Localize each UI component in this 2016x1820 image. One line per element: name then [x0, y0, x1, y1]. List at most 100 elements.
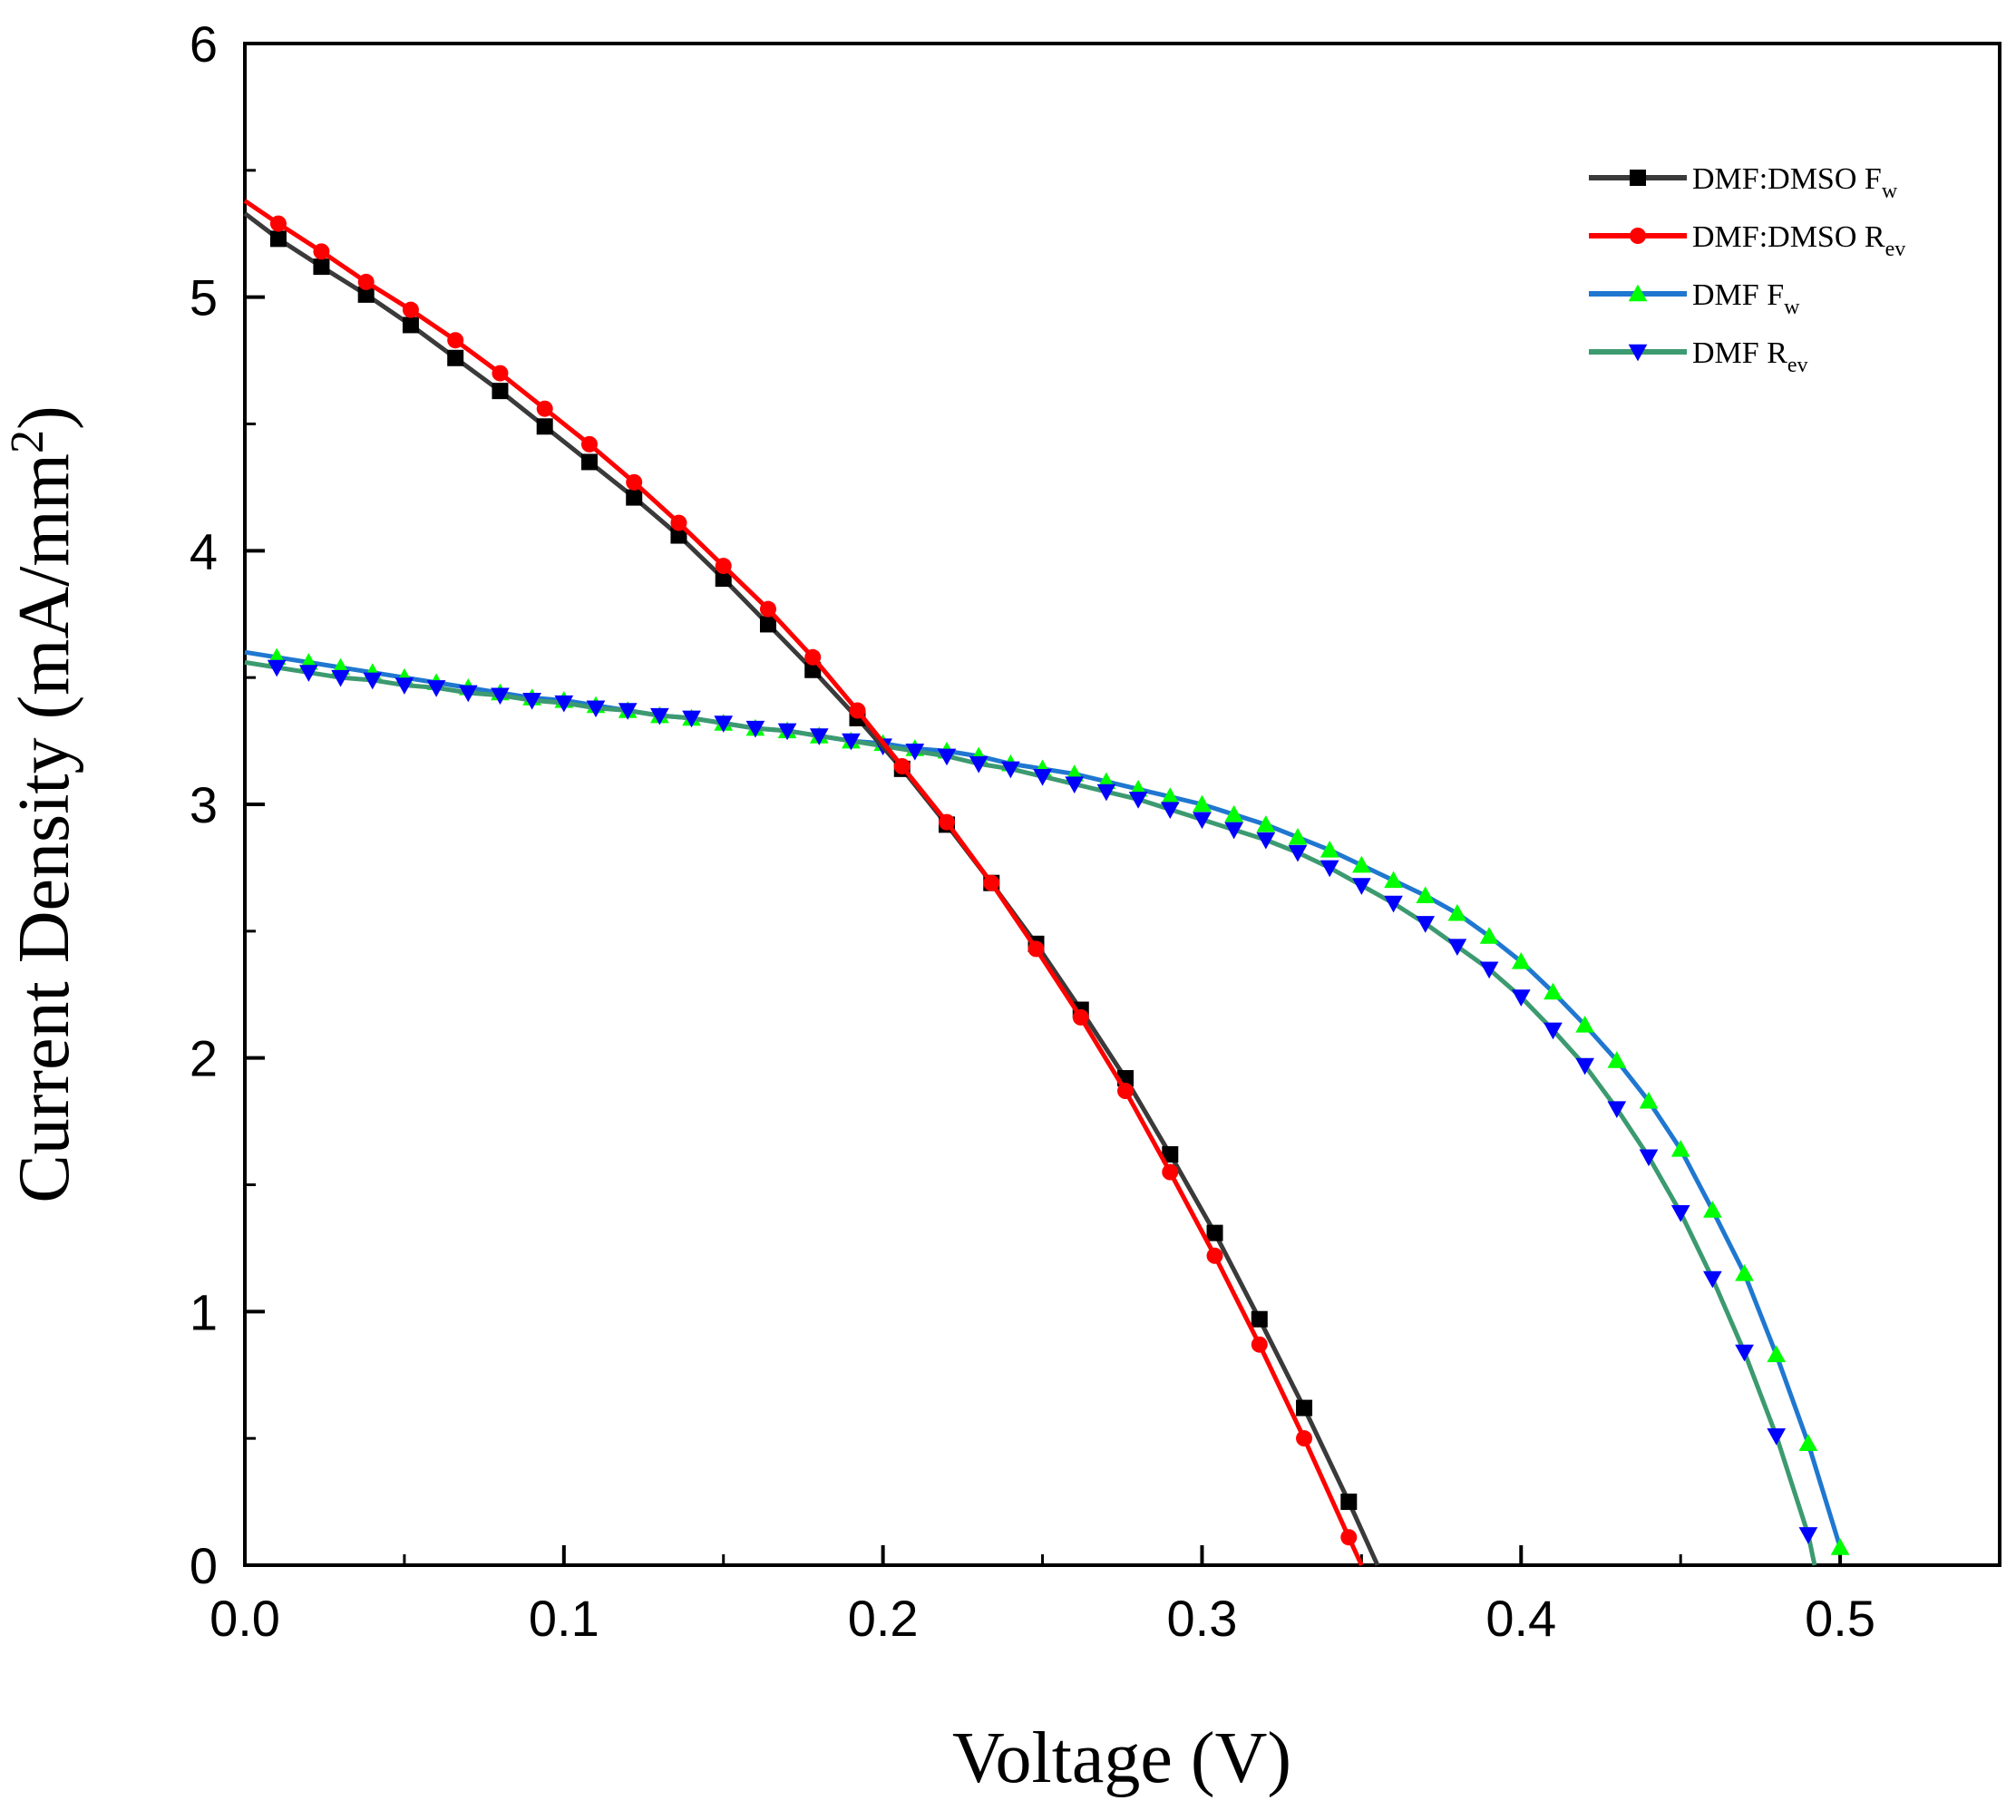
data-point	[1162, 1163, 1179, 1181]
data-point	[402, 301, 419, 318]
data-point	[1607, 1101, 1627, 1118]
data-point	[1479, 961, 1499, 979]
data-point	[458, 685, 478, 703]
data-point	[1352, 855, 1371, 873]
y-tick-label: 0	[190, 1537, 218, 1594]
data-point	[1544, 1022, 1563, 1040]
data-point	[1735, 1344, 1754, 1362]
data-point	[670, 514, 687, 531]
data-point	[1117, 1083, 1135, 1100]
data-point	[626, 489, 643, 506]
data-point	[1065, 776, 1085, 793]
data-point	[1447, 939, 1467, 956]
y-tick-label: 2	[190, 1030, 218, 1087]
data-point	[1251, 1310, 1268, 1328]
data-point	[299, 665, 318, 682]
data-point	[969, 755, 989, 774]
data-point	[1798, 1434, 1818, 1452]
data-point	[939, 813, 955, 831]
y-axis: 0 1 2 3 4 5 6	[190, 15, 265, 1594]
data-point	[715, 558, 732, 575]
data-point	[1033, 768, 1052, 786]
data-point	[1639, 1091, 1659, 1109]
data-point	[357, 286, 375, 303]
legend-entry: DMF:DMSO Fw	[1589, 162, 1898, 203]
data-point	[1096, 783, 1116, 802]
data-point	[1670, 1204, 1690, 1222]
data-point	[536, 400, 553, 417]
data-point	[1670, 1139, 1690, 1157]
legend-label-main: DMF:DMSO F	[1692, 162, 1882, 196]
legend-label-subscript: ev	[1787, 354, 1808, 377]
y-axis-title-close: )	[5, 405, 84, 430]
data-point	[1703, 1201, 1722, 1218]
data-point	[580, 435, 598, 453]
data-point	[447, 332, 464, 349]
legend-label: DMF:DMSO Fw	[1692, 162, 1898, 203]
y-tick-label: 1	[190, 1283, 218, 1340]
data-point	[937, 748, 957, 766]
data-point	[313, 243, 330, 260]
data-point	[1296, 1399, 1313, 1416]
data-point	[777, 723, 797, 741]
data-point	[492, 365, 509, 382]
legend-marker	[1628, 284, 1648, 302]
data-point	[1256, 832, 1276, 850]
data-point	[842, 733, 861, 751]
data-point	[804, 648, 822, 666]
data-point	[809, 728, 829, 745]
data-point	[1027, 940, 1045, 958]
x-tick-label: 0.4	[1485, 1590, 1556, 1647]
data-point	[1251, 1336, 1268, 1353]
data-point	[1352, 878, 1371, 895]
series-line	[243, 199, 1364, 1567]
data-point	[447, 349, 464, 366]
legend-label-main: DMF R	[1692, 336, 1787, 370]
data-point	[313, 258, 330, 276]
x-tick-label: 0.5	[1805, 1590, 1875, 1647]
data-point	[357, 273, 375, 290]
data-point	[363, 672, 383, 690]
legend-marker	[1630, 170, 1646, 186]
data-point	[1384, 871, 1403, 889]
data-point	[759, 600, 776, 618]
legend-label: DMF Rev	[1692, 336, 1808, 377]
data-point	[1160, 787, 1180, 804]
series-line	[244, 659, 1817, 1566]
data-point	[1224, 804, 1243, 822]
x-tick-label: 0.2	[848, 1590, 919, 1647]
legend-entry: DMF Fw	[1589, 278, 1800, 319]
data-point	[759, 616, 776, 633]
legend-label-subscript: w	[1784, 296, 1800, 319]
data-point	[1479, 927, 1499, 944]
series-3	[244, 659, 1818, 1566]
data-point	[426, 680, 446, 697]
data-point	[580, 453, 598, 471]
data-point	[492, 383, 509, 400]
data-point	[1160, 802, 1180, 819]
data-point	[554, 695, 574, 713]
series-line	[244, 649, 1843, 1549]
data-point	[267, 659, 287, 677]
data-point	[1206, 1224, 1223, 1241]
data-point	[1575, 1057, 1594, 1075]
data-point	[983, 874, 1000, 891]
data-point	[1340, 1494, 1358, 1511]
data-point	[1798, 1527, 1818, 1544]
data-point	[1320, 860, 1339, 878]
data-point	[1340, 1529, 1358, 1546]
x-tick-label: 0.1	[529, 1590, 599, 1647]
data-point	[715, 570, 732, 588]
y-tick-label: 3	[190, 776, 218, 833]
data-point	[1256, 815, 1276, 832]
data-point	[1128, 792, 1148, 809]
data-point	[650, 707, 669, 725]
data-point	[804, 661, 822, 678]
data-point	[1767, 1428, 1787, 1445]
legend-entry: DMF:DMSO Rev	[1589, 220, 1905, 261]
data-point	[1416, 916, 1436, 933]
data-point	[522, 693, 541, 710]
y-axis-title-main: Current Density (mA/mm	[5, 453, 84, 1203]
data-point	[1830, 1538, 1850, 1555]
series-1	[243, 199, 1364, 1567]
